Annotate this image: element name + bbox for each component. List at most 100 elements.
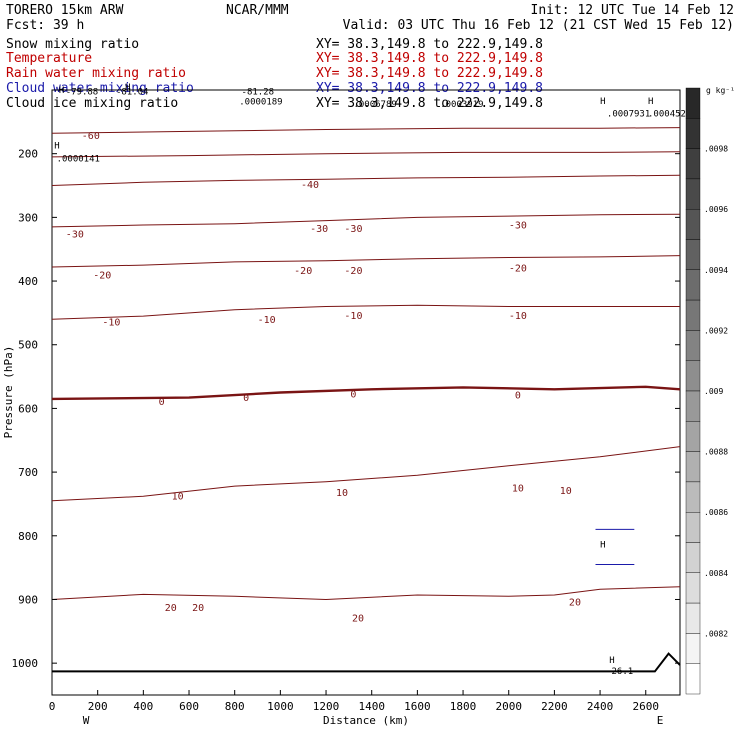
colorbar-tick-label: .0084 (704, 569, 728, 578)
contour-label: 10 (512, 484, 524, 495)
colorbar-tick-label: .0098 (704, 145, 728, 154)
colorbar-tick-label: .0094 (704, 266, 728, 275)
high-low-label: .0000189 (239, 98, 282, 108)
isotherm-minus-50 (51, 151, 681, 158)
isotherm-layer (51, 127, 681, 601)
contour-label: -10 (102, 317, 120, 328)
contour-label: -30 (66, 230, 84, 241)
isotherm-minus-40 (51, 174, 681, 186)
field-cloud-water-xy: XY= 38.3,149.8 to 222.9,149.8 (316, 81, 543, 96)
x-tick-label: 1800 (450, 700, 477, 713)
contour-label: 0 (243, 393, 249, 404)
contour-label: -60 (82, 131, 100, 142)
colorbar-tick-label: .0092 (704, 326, 728, 335)
x-tick-label: 1200 (313, 700, 340, 713)
high-low-label: H (59, 86, 64, 96)
x-tick-label: 1600 (404, 700, 431, 713)
y-tick-label: 1000 (12, 657, 39, 670)
contour-label: 10 (172, 491, 184, 502)
contour-label: -10 (344, 311, 362, 322)
high-low-label: .0007931 (607, 110, 650, 120)
colorbar-box (685, 87, 701, 119)
high-low-label: -81.28 (242, 87, 275, 97)
y-tick-label: 600 (18, 402, 38, 415)
colorbar-box (685, 269, 701, 301)
model-title: TORERO 15km ARW (6, 3, 124, 18)
high-low-label: H (600, 97, 605, 107)
contour-label: -20 (294, 266, 312, 277)
plot-frame (51, 89, 681, 696)
colorbar-box (685, 572, 701, 604)
high-low-label: .0006789 (353, 100, 396, 110)
y-tick-label: 900 (18, 593, 38, 606)
high-low-label: -79.88 (66, 87, 99, 97)
contour-label: -20 (509, 263, 527, 274)
colorbar-box (685, 421, 701, 452)
colorbar-tick-label: .0086 (704, 508, 728, 517)
rain-max-marker: H (600, 540, 605, 550)
west-label: W (83, 714, 90, 727)
isotherm-0 (51, 385, 681, 401)
colorbar: .0098 .0096 .0094 .0092 .009 .0088 .0086 .0084.… (685, 87, 728, 695)
colorbar-unit: g kg⁻¹ (706, 86, 735, 95)
isotherm-minus-20 (51, 255, 681, 268)
x-tick-label: 2200 (541, 700, 568, 713)
high-low-label: .000452 (648, 110, 686, 120)
colorbar-tick-label: .009 (704, 387, 723, 396)
contour-label: -20 (93, 270, 111, 281)
x-tick-label: 0 (49, 700, 56, 713)
colorbar-box (685, 451, 701, 483)
colorbar-box (685, 178, 701, 210)
field-rain-xy: XY= 38.3,149.8 to 222.9,149.8 (316, 66, 543, 81)
cloud-water-contour (595, 528, 635, 565)
colorbar-box (685, 118, 701, 149)
x-tick-label: 1400 (358, 700, 385, 713)
contour-label: 20 (352, 614, 364, 625)
field-temperature-label: Temperature (6, 51, 92, 66)
field-snow-xy: XY= 38.3,149.8 to 222.9,149.8 (316, 37, 543, 52)
contour-label: 0 (350, 389, 356, 400)
colorbar-box (685, 148, 701, 180)
forecast-hour: Fcst: 39 h (6, 18, 84, 33)
x-tick-label: 800 (225, 700, 245, 713)
x-tick-label: 600 (179, 700, 199, 713)
y-tick-label: 400 (18, 275, 38, 288)
contour-label: 20 (569, 598, 581, 609)
colorbar-box (685, 602, 701, 634)
x-tick-label: 1000 (267, 700, 294, 713)
field-legend: Snow mixing ratio XY= 38.3,149.8 to 222.… (6, 37, 543, 111)
org-label: NCAR/MMM (226, 3, 289, 18)
contour-label: -40 (301, 180, 319, 191)
colorbar-box (685, 330, 701, 361)
contour-label: 0 (159, 397, 165, 408)
x-tick-label: 2000 (495, 700, 522, 713)
colorbar-box (685, 481, 701, 513)
field-cloud-ice-xy: XY= 38.3,149.8 to 222.9,149.8 (316, 96, 543, 111)
y-tick-label: 500 (18, 339, 38, 352)
high-low-label: 26.1 (611, 667, 633, 677)
field-cloud-water-label: Cloud water mixing ratio (6, 81, 194, 96)
colorbar-box (685, 360, 701, 392)
contour-label: -30 (344, 224, 362, 235)
isotherm-10 (51, 446, 681, 502)
colorbar-box (685, 633, 701, 664)
colorbar-tick-label: .0088 (704, 448, 728, 457)
field-cloud-ice-label: Cloud ice mixing ratio (6, 96, 178, 111)
x-tick-label: 400 (133, 700, 153, 713)
contour-label: -30 (509, 221, 527, 232)
isotherm-20 (51, 586, 681, 601)
terrain-layer (52, 652, 681, 673)
colorbar-box (685, 512, 701, 543)
x-axis-label: Distance (km) (323, 714, 409, 727)
contour-label-layer: -60 -40 -30 -30 -30 -30 -20 -20 -20 -20 -10 -10 -10 -… (66, 131, 581, 625)
y-tick-label: 700 (18, 466, 38, 479)
isotherm-minus-60 (51, 127, 681, 134)
y-tick-label: 300 (18, 211, 38, 224)
high-low-label: .0000141 (57, 154, 100, 164)
contour-label: 10 (560, 486, 572, 497)
colorbar-box (685, 663, 701, 695)
high-low-label: .0003919 (440, 100, 483, 110)
contour-label: 0 (515, 391, 521, 402)
high-low-label: H (648, 97, 653, 107)
